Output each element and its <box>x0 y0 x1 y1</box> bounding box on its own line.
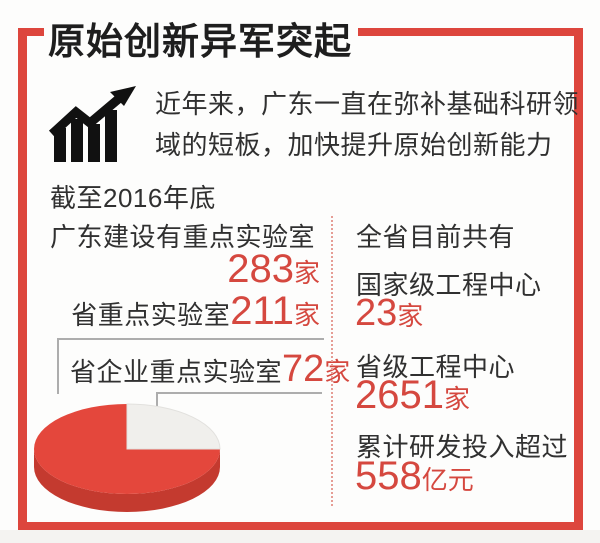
frame-border-left <box>18 28 27 530</box>
right-stat-2-value: 2651 家 <box>355 375 470 415</box>
pie-slice-white <box>126 403 221 450</box>
frame-border-top-left-stub <box>18 28 44 36</box>
callout-leader-line-connector <box>156 392 158 406</box>
intro-text: 近年来，广东一直在弥补基础科研领域的短板，加快提升原始创新能力 <box>155 89 580 160</box>
callout-leader-line-horizontal <box>157 392 322 394</box>
right-stat-1-value: 23 家 <box>355 294 423 332</box>
left-stat-1-value: 283 家 <box>50 249 320 289</box>
stat-unit: 家 <box>293 300 320 330</box>
page-title: 原始创新异军突起 <box>48 21 352 62</box>
pie-callout-stat: 省企业重点实验室 72 家 <box>70 350 350 388</box>
growth-chart-icon <box>48 86 136 162</box>
frame-border-top-right <box>358 28 583 36</box>
stat-unit: 家 <box>397 301 424 331</box>
right-stat-1-label: 国家级工程中心 <box>356 270 542 300</box>
right-stat-3-label: 累计研发投入超过 <box>356 432 569 462</box>
right-stat-2-label: 省级工程中心 <box>356 352 516 382</box>
asof-text: 截至2016年底 <box>50 183 216 213</box>
stat-number: 72 <box>282 348 325 390</box>
stat-number: 558 <box>355 454 422 498</box>
stat-number: 23 <box>355 292 398 334</box>
left-stat-2: 省重点实验室 211 家 <box>50 291 320 331</box>
frame-border-right <box>574 28 583 530</box>
column-divider-dotted <box>331 216 333 506</box>
stat-unit: 家 <box>324 357 351 387</box>
pie-callout-box <box>57 338 324 394</box>
left-stat-1-label: 广东建设有重点实验室 <box>50 222 316 252</box>
pie-side <box>34 449 220 512</box>
stat-label: 省企业重点实验室 <box>70 357 283 387</box>
right-stat-3-value: 558 亿元 <box>355 456 474 496</box>
right-column-heading: 全省目前共有 <box>356 222 516 252</box>
pie-chart <box>34 403 221 512</box>
stat-unit: 家 <box>443 384 470 414</box>
stat-unit: 家 <box>293 258 320 288</box>
stat-number: 211 <box>230 289 294 333</box>
stat-label: 省重点实验室 <box>71 300 231 330</box>
page-margin-bottom <box>0 530 600 543</box>
frame-border-bottom <box>18 522 583 530</box>
stat-number: 2651 <box>355 373 444 417</box>
stat-unit: 亿元 <box>421 465 474 495</box>
stat-number: 283 <box>227 247 294 291</box>
